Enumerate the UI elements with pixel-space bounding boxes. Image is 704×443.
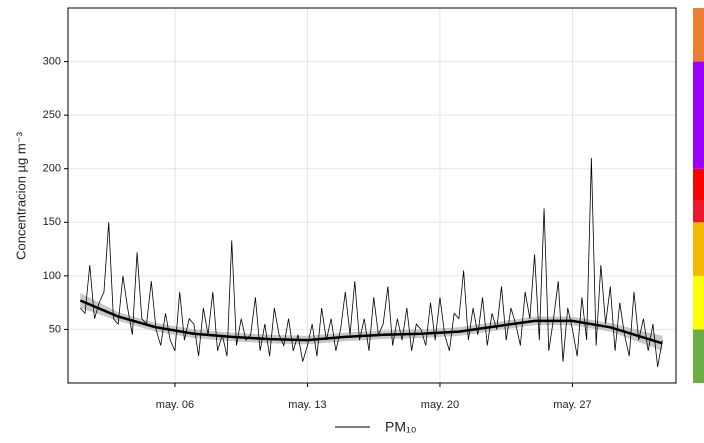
legend-label: PM₁₀	[385, 419, 417, 435]
color-scale-band	[693, 200, 704, 223]
y-tick-label: 100	[43, 270, 61, 282]
color-scale-band	[693, 329, 704, 383]
plot-frame	[67, 7, 677, 384]
data-line	[80, 157, 663, 367]
color-scale-band	[693, 8, 704, 62]
y-tick-label: 150	[43, 216, 61, 228]
y-axis-label: Concentracion µg m⁻³	[13, 131, 28, 259]
x-tick-label: may. 20	[421, 399, 459, 411]
color-scale-band	[693, 168, 704, 201]
x-tick-label: may. 13	[288, 399, 326, 411]
color-scale-band	[693, 222, 704, 276]
y-tick-label: 200	[43, 163, 61, 175]
y-tick-label: 300	[43, 55, 61, 67]
y-tick-label: 250	[43, 109, 61, 121]
color-scale-band	[693, 61, 704, 169]
x-tick-label: may. 06	[156, 399, 194, 411]
x-tick-label: may. 27	[553, 399, 591, 411]
y-tick-label: 50	[49, 323, 61, 335]
color-scale-band	[693, 275, 704, 330]
trend-line	[79, 299, 663, 345]
